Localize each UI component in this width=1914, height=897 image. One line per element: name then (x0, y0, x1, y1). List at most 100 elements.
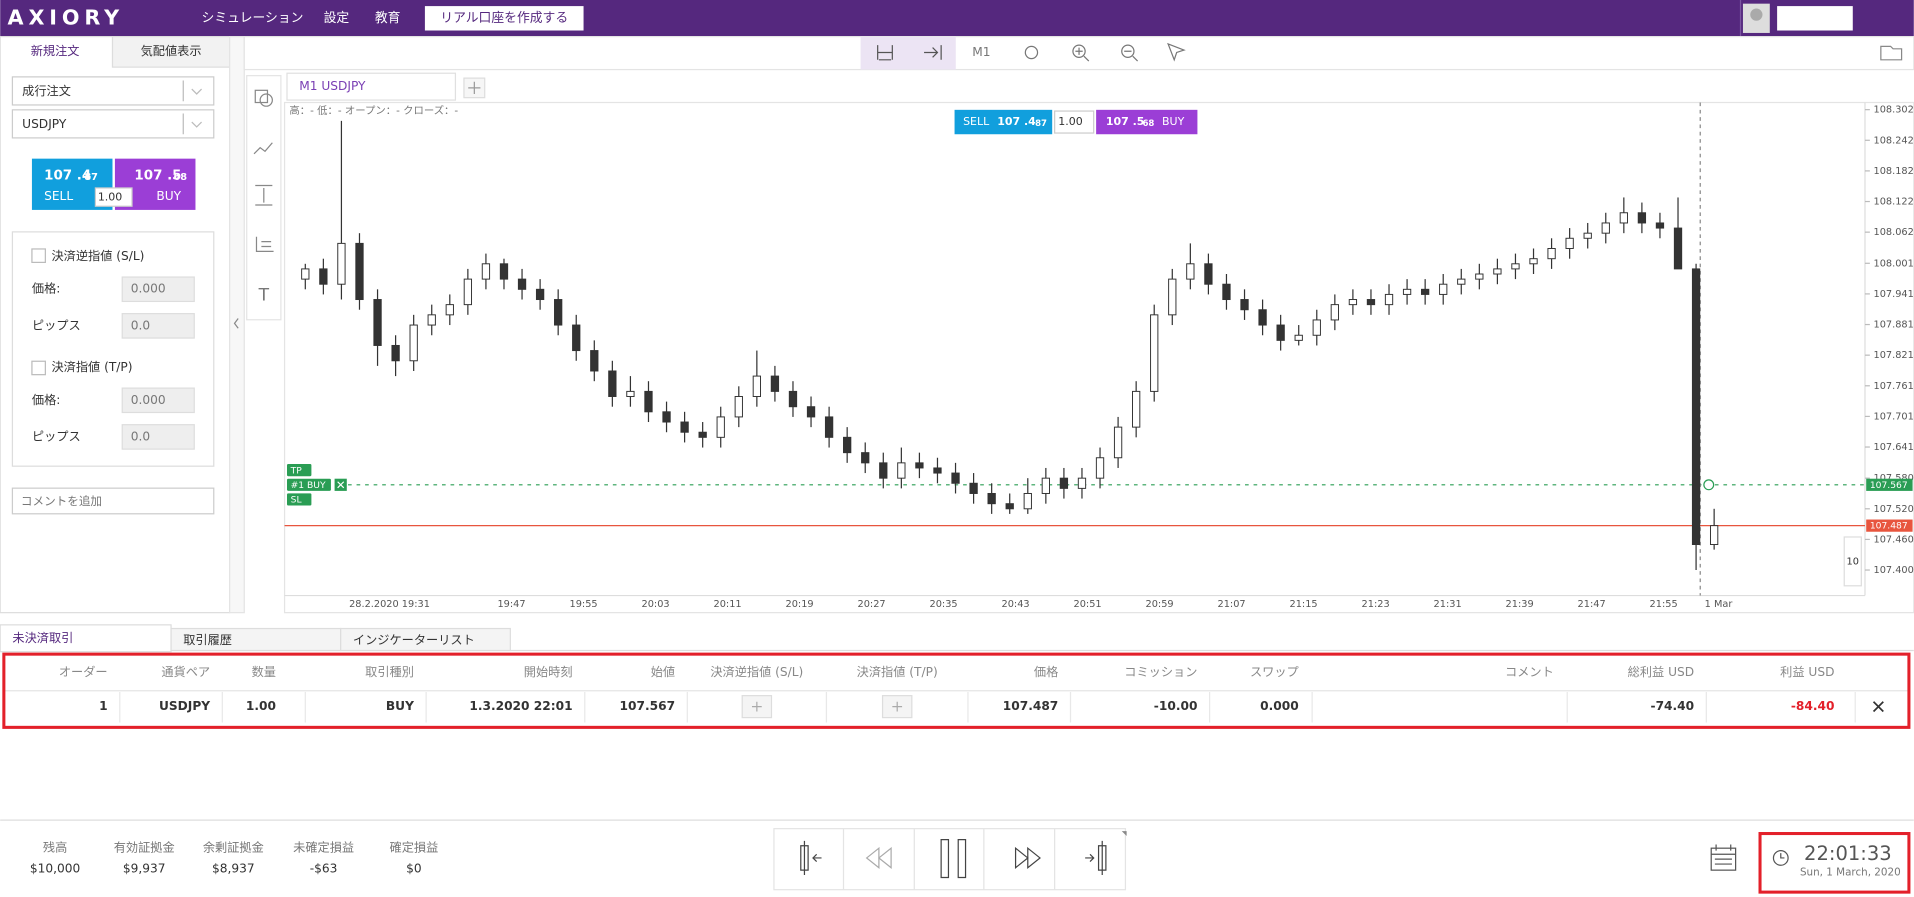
zoom-out-icon (1124, 50, 1139, 62)
select[interactable] (11, 76, 215, 106)
shape-tool[interactable] (254, 89, 269, 104)
quick-sell-small[interactable]: 87 (1035, 119, 1047, 129)
measure-tool[interactable] (255, 184, 273, 206)
candle-body (535, 288, 545, 301)
rewind[interactable] (865, 846, 892, 869)
x-tick-label: 21:31 (1434, 599, 1462, 610)
y-tick-label: 107.400 (1874, 565, 1914, 576)
quick-lot[interactable] (1054, 110, 1095, 134)
quick-sell[interactable] (954, 109, 1053, 135)
buy-label[interactable]: BUY (156, 189, 181, 203)
cell: -84.40 (1791, 699, 1835, 713)
settings-icon[interactable] (1024, 45, 1039, 60)
input[interactable] (121, 313, 195, 339)
line-tool[interactable] (253, 142, 273, 155)
input[interactable] (121, 424, 195, 450)
checkbox[interactable] (31, 248, 46, 263)
comment-input[interactable] (11, 487, 215, 515)
sl-price[interactable]: 0.000 (131, 282, 166, 296)
tab[interactable] (340, 627, 511, 652)
nav-link[interactable]: シミュレーション (202, 11, 304, 26)
account-label: 未確定損益 (293, 840, 354, 855)
checkbox[interactable] (31, 360, 46, 376)
sell-price-small[interactable]: 87 (84, 172, 98, 183)
tp-price[interactable]: 0.000 (131, 393, 166, 407)
tab-label[interactable]: 取引履歴 (183, 633, 232, 647)
zoom-out-icon[interactable] (1121, 44, 1135, 58)
comment-placeholder[interactable]: コメントを追加 (21, 494, 102, 508)
quick-buy[interactable] (1096, 109, 1198, 135)
sl-price-label: 価格: (32, 281, 60, 296)
clock-icon (1772, 850, 1789, 866)
candle-body (1637, 212, 1647, 224)
account-value: $8,937 (212, 861, 255, 875)
sl-pips[interactable]: 0.0 (131, 318, 150, 332)
input[interactable] (121, 276, 195, 303)
zoom-in-icon[interactable] (1072, 44, 1086, 58)
sl-title[interactable]: 決済逆指値 (S/L) (51, 248, 144, 263)
nav-link[interactable]: 設定 (324, 10, 350, 26)
sl-pips-label: ピップス (32, 318, 81, 332)
y-tick-label: 107.580 (1874, 473, 1914, 484)
pause[interactable] (940, 839, 967, 879)
quick-buy-label[interactable]: BUY (1162, 115, 1185, 128)
tp-pips[interactable]: 0.0 (131, 429, 150, 443)
cursor-icon[interactable] (1167, 42, 1186, 62)
tab-label[interactable]: インジケーターリスト (353, 633, 475, 647)
cta-button[interactable] (424, 6, 584, 31)
x-tick-label: 21:07 (1218, 599, 1246, 610)
quick-buy-price[interactable]: 107 .5 (1106, 115, 1145, 128)
order-type[interactable]: 成行注文 (22, 83, 71, 98)
sell-price[interactable]: 107 .4 (44, 169, 91, 184)
user-box[interactable] (1777, 6, 1853, 31)
buy-price-small[interactable]: 68 (173, 172, 187, 183)
candle-body (409, 324, 418, 362)
x-tick-label: 21:47 (1578, 599, 1606, 610)
quick-lot-value[interactable]: 1.00 (1058, 115, 1082, 128)
tool-icon[interactable] (924, 45, 942, 60)
collapse-bar[interactable] (229, 36, 245, 614)
calendar-icon[interactable] (1710, 847, 1737, 871)
entry-price-box (1866, 478, 1913, 491)
symbol[interactable]: USDJPY (22, 117, 67, 131)
quick-buy-small[interactable]: 68 (1143, 119, 1155, 129)
tab[interactable] (111, 36, 231, 68)
add-tab-icon (468, 81, 481, 94)
candle-body (355, 242, 364, 301)
quick-sell-price[interactable]: 107 .4 (997, 115, 1036, 128)
select[interactable] (11, 109, 215, 139)
nav-link[interactable]: 教育 (375, 10, 401, 26)
cta-label[interactable]: リアル口座を作成する (440, 11, 568, 26)
current-price: 107.487 (1870, 522, 1908, 532)
buy-price[interactable]: 107 .5 (134, 169, 181, 184)
candle-body (933, 467, 942, 474)
chart-tab-label[interactable]: M1 USDJPY (299, 79, 366, 93)
lot[interactable]: 1.00 (98, 191, 122, 204)
step-back[interactable] (800, 840, 822, 876)
fast-forward[interactable] (1014, 846, 1041, 869)
sell-label[interactable]: SELL (44, 189, 73, 203)
quick-sell-label[interactable]: SELL (963, 115, 990, 128)
tab-label[interactable]: 気配値表示 (141, 43, 202, 58)
close-position[interactable] (1872, 701, 1884, 713)
tab-label[interactable]: 新規注文 (31, 43, 80, 58)
tp-title[interactable]: 決済指値 (T/P) (51, 359, 132, 374)
input[interactable] (121, 387, 195, 414)
timeframe[interactable]: M1 (972, 45, 990, 59)
fib-tool[interactable] (255, 236, 274, 253)
y-tick-label: 108.182 (1874, 166, 1914, 177)
folder-icon[interactable] (1880, 45, 1903, 61)
tool-icon[interactable] (877, 45, 893, 61)
lot-input[interactable] (94, 187, 133, 207)
logo[interactable]: AXIORY (8, 5, 125, 29)
close-x (337, 481, 345, 489)
trade-tag-label: SL (291, 496, 303, 506)
text-tool[interactable]: T (258, 285, 270, 305)
cell: 107.567 (620, 699, 676, 713)
step-forward[interactable] (1085, 840, 1107, 876)
candle-body (1204, 263, 1213, 285)
candle-body (734, 396, 743, 418)
tab-label[interactable]: 未決済取引 (12, 630, 73, 645)
chart-tab[interactable] (286, 72, 457, 101)
